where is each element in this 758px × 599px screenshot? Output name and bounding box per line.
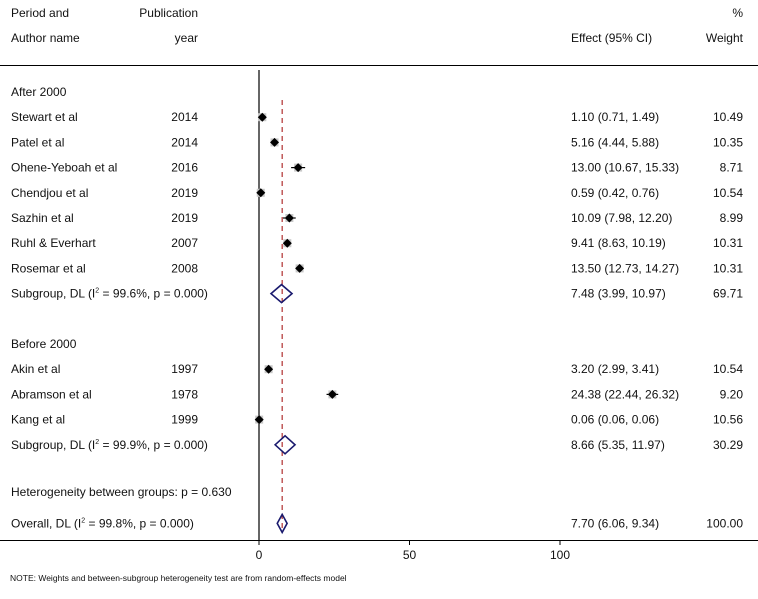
header-weight: Weight <box>706 31 744 45</box>
study-point-marker <box>264 364 274 374</box>
study-year: 2019 <box>171 211 198 225</box>
study-year: 2016 <box>171 161 198 175</box>
study-author: Ruhl & Everhart <box>11 236 96 250</box>
study-year: 1997 <box>171 362 198 376</box>
study-author: Kang et al <box>11 413 65 427</box>
study-author: Ohene-Yeboah et al <box>11 161 117 175</box>
study-weight: 10.54 <box>713 186 743 200</box>
header-effect-ci: Effect (95% CI) <box>571 31 652 45</box>
study-effect-ci: 24.38 (22.44, 26.32) <box>571 387 679 401</box>
group-label: Before 2000 <box>11 337 77 351</box>
study-weight: 10.54 <box>713 362 743 376</box>
study-effect-ci: 10.09 (7.98, 12.20) <box>571 211 672 225</box>
x-tick-label: 100 <box>550 548 570 562</box>
study-point-marker <box>282 238 292 248</box>
subgroup-diamond <box>269 283 294 304</box>
study-point-marker <box>284 213 294 223</box>
study-year: 2008 <box>171 261 198 275</box>
header-author-name: Author name <box>11 31 80 45</box>
overall-label: Overall, DL (I2 = 99.8%, p = 0.000) <box>11 516 194 530</box>
header-period: Period and <box>11 6 69 20</box>
study-author: Akin et al <box>11 362 60 376</box>
study-point-marker <box>257 112 267 122</box>
footnote: NOTE: Weights and between-subgroup heter… <box>10 573 347 583</box>
subgroup-effect-ci: 7.48 (3.99, 10.97) <box>571 287 666 301</box>
study-point-marker <box>254 415 264 425</box>
study-weight: 10.49 <box>713 110 743 124</box>
study-effect-ci: 1.10 (0.71, 1.49) <box>571 110 659 124</box>
heterogeneity-label: Heterogeneity between groups: p = 0.630 <box>11 485 232 499</box>
subgroup-weight: 30.29 <box>713 438 743 452</box>
header-publication: Publication <box>139 6 198 20</box>
study-point-marker <box>270 137 280 147</box>
study-weight: 9.20 <box>720 387 744 401</box>
study-author: Patel et al <box>11 135 64 149</box>
x-tick-label: 50 <box>403 548 417 562</box>
study-point-marker <box>256 188 266 198</box>
study-effect-ci: 0.06 (0.06, 0.06) <box>571 413 659 427</box>
header-percent: % <box>732 6 743 20</box>
study-point-marker <box>327 389 337 399</box>
overall-diamond <box>276 512 289 535</box>
study-year: 2019 <box>171 186 198 200</box>
subgroup-weight: 69.71 <box>713 287 743 301</box>
study-effect-ci: 13.00 (10.67, 15.33) <box>571 161 679 175</box>
subgroup-label: Subgroup, DL (I2 = 99.9%, p = 0.000) <box>11 438 208 452</box>
study-year: 2007 <box>171 236 198 250</box>
study-effect-ci: 3.20 (2.99, 3.41) <box>571 362 659 376</box>
header-year: year <box>175 31 198 45</box>
study-weight: 10.31 <box>713 261 743 275</box>
study-weight: 8.99 <box>720 211 744 225</box>
study-point-marker <box>295 263 305 273</box>
group-label: After 2000 <box>11 85 67 99</box>
subgroup-effect-ci: 8.66 (5.35, 11.97) <box>571 438 665 452</box>
x-tick-label: 0 <box>256 548 263 562</box>
study-weight: 10.56 <box>713 413 743 427</box>
study-weight: 10.35 <box>713 135 743 149</box>
overall-weight: 100.00 <box>706 516 743 530</box>
study-weight: 8.71 <box>720 161 744 175</box>
study-effect-ci: 5.16 (4.44, 5.88) <box>571 135 659 149</box>
study-author: Abramson et al <box>11 387 92 401</box>
study-year: 1978 <box>171 387 198 401</box>
study-effect-ci: 0.59 (0.42, 0.76) <box>571 186 659 200</box>
subgroup-diamond <box>273 434 297 455</box>
study-point-marker <box>293 163 303 173</box>
study-year: 1999 <box>171 413 198 427</box>
study-effect-ci: 9.41 (8.63, 10.19) <box>571 236 666 250</box>
study-author: Chendjou et al <box>11 186 88 200</box>
study-author: Stewart et al <box>11 110 78 124</box>
study-weight: 10.31 <box>713 236 743 250</box>
study-effect-ci: 13.50 (12.73, 14.27) <box>571 261 679 275</box>
subgroup-label: Subgroup, DL (I2 = 99.6%, p = 0.000) <box>11 287 208 301</box>
study-year: 2014 <box>171 110 198 124</box>
study-year: 2014 <box>171 135 198 149</box>
study-author: Rosemar et al <box>11 261 86 275</box>
study-author: Sazhin et al <box>11 211 74 225</box>
overall-effect-ci: 7.70 (6.06, 9.34) <box>571 516 659 530</box>
